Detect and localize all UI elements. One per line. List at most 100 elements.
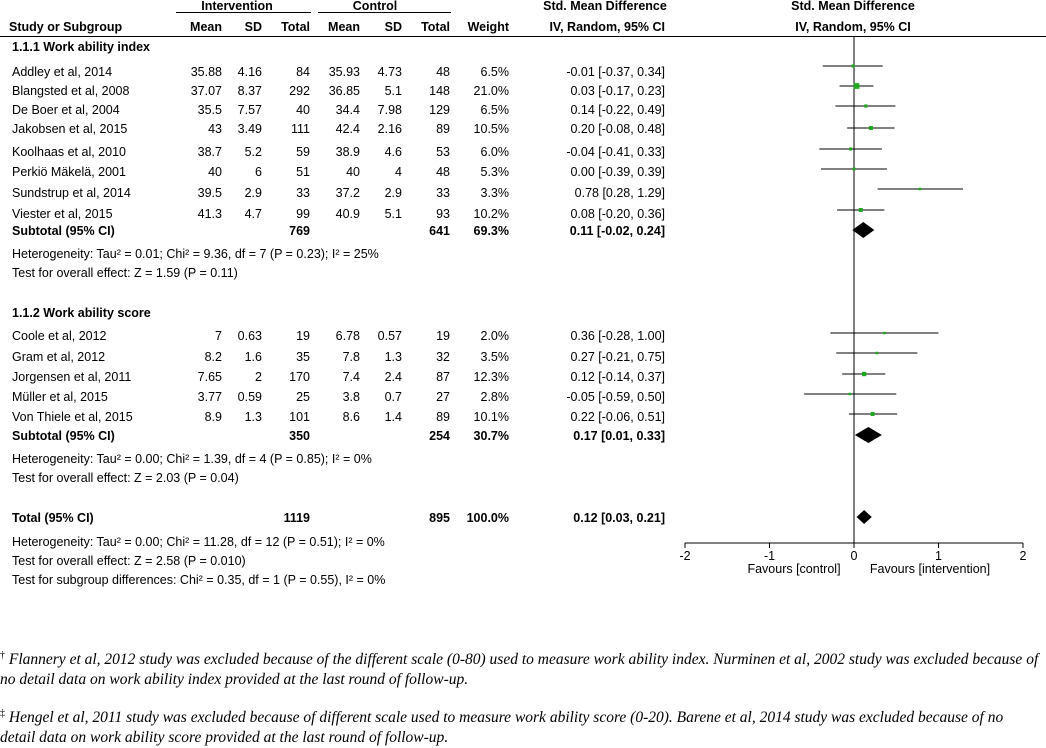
i-mean: 3.77 bbox=[197, 390, 222, 404]
i-mean: 39.5 bbox=[197, 186, 222, 200]
study-name: Jakobsen et al, 2015 bbox=[12, 122, 128, 136]
c-total: 48 bbox=[436, 165, 450, 179]
weight: 6.0% bbox=[480, 145, 510, 159]
weight: 2.8% bbox=[480, 390, 510, 404]
total-heterogeneity-text: Heterogeneity: Tau² = 0.00; Chi² = 11.28… bbox=[12, 535, 385, 549]
i-total: 33 bbox=[296, 186, 310, 200]
c-total: 93 bbox=[436, 207, 450, 221]
i-total: 84 bbox=[296, 65, 310, 79]
c-sd: 5.1 bbox=[384, 207, 402, 221]
effect-title: Std. Mean Difference bbox=[543, 0, 667, 13]
c-mean: 35.93 bbox=[328, 65, 360, 79]
i-mean: 7.65 bbox=[197, 370, 222, 384]
i-sd: 0.63 bbox=[237, 329, 262, 343]
intervention-header-rule bbox=[176, 12, 311, 13]
header-rule bbox=[0, 36, 1046, 37]
i-total: 111 bbox=[290, 122, 310, 136]
plot-title: Std. Mean Difference bbox=[791, 0, 915, 13]
i-mean: 37.07 bbox=[190, 84, 222, 98]
weight: 12.3% bbox=[473, 370, 509, 384]
i-mean: 7 bbox=[215, 329, 222, 343]
i-mean: 35.88 bbox=[190, 65, 222, 79]
c-mean: 7.4 bbox=[342, 370, 360, 384]
c-sd: 1.3 bbox=[384, 350, 402, 364]
i-sd: 2 bbox=[255, 370, 262, 384]
table-row: Jakobsen et al, 2015 43 3.49 111 42.4 2.… bbox=[0, 122, 680, 136]
subtotal-i-total: 350 bbox=[289, 429, 310, 443]
effect-ci: 0.78 [0.28, 1.29] bbox=[574, 186, 665, 200]
i-total: 170 bbox=[289, 370, 310, 384]
effect-ci: 0.36 [-0.28, 1.00] bbox=[570, 329, 665, 343]
effect-ci: 0.14 [-0.22, 0.49] bbox=[570, 103, 665, 117]
c-sd: 2.16 bbox=[377, 122, 402, 136]
plot-method: IV, Random, 95% CI bbox=[795, 20, 911, 34]
x-tick-label: 1 bbox=[935, 549, 942, 563]
c-sd: 2.9 bbox=[384, 186, 402, 200]
weight: 5.3% bbox=[480, 165, 510, 179]
overall-effect-text: Test for overall effect: Z = 1.59 (P = 0… bbox=[12, 266, 238, 280]
group-intervention-header: Intervention bbox=[201, 0, 273, 13]
table-row: Blangsted et al, 2008 37.07 8.37 292 36.… bbox=[0, 84, 680, 98]
col-i-sd-header: SD bbox=[244, 20, 262, 34]
i-sd: 5.2 bbox=[244, 145, 262, 159]
i-sd: 6 bbox=[255, 165, 262, 179]
c-total: 27 bbox=[436, 390, 450, 404]
pooled-diamond bbox=[852, 222, 875, 238]
study-marker bbox=[851, 64, 855, 68]
study-marker bbox=[875, 351, 879, 355]
c-mean: 38.9 bbox=[335, 145, 360, 159]
effect-ci: -0.04 [-0.41, 0.33] bbox=[566, 145, 665, 159]
subtotal-label: Subtotal (95% CI) bbox=[12, 429, 115, 443]
study-name: Sundstrup et al, 2014 bbox=[12, 186, 131, 200]
forest-plot: -2 -1 0 1 2 Favours [control] Favours [inter… bbox=[679, 36, 1027, 576]
total-weight: 100.0% bbox=[466, 511, 509, 525]
i-sd: 1.3 bbox=[244, 410, 262, 424]
table-row: De Boer et al, 2004 35.5 7.57 40 34.4 7.… bbox=[0, 103, 680, 117]
weight: 3.3% bbox=[480, 186, 510, 200]
c-mean: 7.8 bbox=[342, 350, 360, 364]
footnote-2: ‡ Hengel et al, 2011 study was excluded … bbox=[0, 704, 1040, 748]
i-sd: 7.57 bbox=[237, 103, 262, 117]
effect-ci: 0.08 [-0.20, 0.36] bbox=[570, 207, 665, 221]
c-total: 129 bbox=[429, 103, 450, 117]
overall-effect-text: Test for overall effect: Z = 2.03 (P = 0… bbox=[12, 471, 239, 485]
i-total: 292 bbox=[289, 84, 310, 98]
study-marker bbox=[858, 208, 863, 212]
i-sd: 2.9 bbox=[244, 186, 262, 200]
weight: 10.1% bbox=[473, 410, 509, 424]
weight: 10.5% bbox=[473, 122, 509, 136]
i-total: 99 bbox=[296, 207, 310, 221]
subgroup-title: 1.1.2 Work ability score bbox=[12, 306, 151, 320]
study-name: Blangsted et al, 2008 bbox=[12, 84, 130, 98]
c-total: 89 bbox=[436, 410, 450, 424]
footnote-2-mark: ‡ bbox=[0, 708, 5, 719]
i-total: 19 bbox=[296, 329, 310, 343]
c-mean: 34.4 bbox=[335, 103, 360, 117]
total-overall-effect-text: Test for overall effect: Z = 2.58 (P = 0… bbox=[12, 554, 246, 568]
i-sd: 1.6 bbox=[244, 350, 262, 364]
col-i-total-header: Total bbox=[281, 20, 310, 34]
study-marker bbox=[861, 371, 867, 377]
study-marker bbox=[918, 187, 922, 191]
pooled-diamond bbox=[854, 427, 882, 443]
study-marker bbox=[848, 392, 852, 396]
i-total: 25 bbox=[296, 390, 310, 404]
heterogeneity-text: Heterogeneity: Tau² = 0.01; Chi² = 9.36,… bbox=[12, 247, 379, 261]
table-row: Koolhaas et al, 2010 38.7 5.2 59 38.9 4.… bbox=[0, 145, 680, 159]
subtotal-i-total: 769 bbox=[289, 224, 310, 238]
c-sd: 5.1 bbox=[384, 84, 402, 98]
c-total: 48 bbox=[436, 65, 450, 79]
study-name: Viester et al, 2015 bbox=[12, 207, 113, 221]
i-sd: 8.37 bbox=[237, 84, 262, 98]
c-mean: 36.85 bbox=[328, 84, 360, 98]
study-name: De Boer et al, 2004 bbox=[12, 103, 120, 117]
col-c-total-header: Total bbox=[421, 20, 450, 34]
i-mean: 35.5 bbox=[197, 103, 222, 117]
subtotal-ci: 0.17 [0.01, 0.33] bbox=[573, 429, 665, 443]
col-i-mean-header: Mean bbox=[190, 20, 222, 34]
i-sd: 3.49 bbox=[237, 122, 262, 136]
table-row: Müller et al, 2015 3.77 0.59 25 3.8 0.7 … bbox=[0, 390, 680, 404]
pooled-diamond bbox=[856, 510, 872, 524]
c-sd: 2.4 bbox=[384, 370, 402, 384]
c-sd: 4.6 bbox=[384, 145, 402, 159]
